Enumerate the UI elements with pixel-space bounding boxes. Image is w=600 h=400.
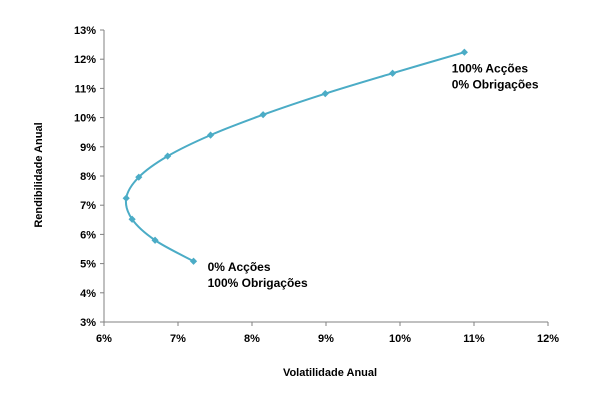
- x-tick-label: 6%: [96, 333, 112, 345]
- x-tick-labels: 6% 7% 8% 9% 10% 11% 12%: [96, 333, 559, 345]
- data-point: [128, 215, 136, 223]
- axes: [100, 29, 549, 326]
- y-tick-label: 9%: [80, 142, 96, 154]
- y-tick-label: 8%: [80, 171, 96, 183]
- y-tick-label: 3%: [80, 317, 96, 329]
- y-tick-label: 5%: [80, 259, 96, 271]
- annotation-line: 100% Obrigações: [208, 276, 308, 290]
- data-point: [389, 69, 397, 77]
- y-tick-label: 11%: [75, 83, 97, 95]
- data-point: [321, 90, 329, 98]
- x-tick-label: 11%: [463, 333, 485, 345]
- y-tick-label: 10%: [74, 113, 96, 125]
- x-tick-label: 9%: [318, 333, 334, 345]
- x-axis-title: Volatilidade Anual: [283, 367, 377, 379]
- y-axis-title: Rendibilidade Anual: [33, 122, 45, 227]
- series-line: [124, 51, 465, 263]
- data-point: [460, 48, 468, 56]
- frontier-curve: [124, 51, 465, 263]
- data-point: [259, 111, 267, 119]
- x-tick-label: 12%: [537, 333, 559, 345]
- y-tick-label: 7%: [80, 200, 96, 212]
- y-tick-label: 6%: [80, 229, 96, 241]
- data-point: [122, 194, 130, 202]
- data-point: [151, 236, 159, 244]
- data-point: [135, 173, 143, 181]
- y-tick-label: 12%: [74, 54, 96, 66]
- y-tick-label: 13%: [74, 25, 96, 37]
- y-tick-label: 4%: [80, 288, 96, 300]
- annotation-line: 100% Acções: [452, 61, 529, 75]
- data-point: [189, 257, 198, 265]
- annotation-line: 0% Obrigações: [452, 77, 539, 91]
- annotations: 100% Acções 0% Obrigações 0% Acções 100% Ob…: [208, 61, 539, 290]
- x-tick-label: 7%: [170, 333, 186, 345]
- data-point: [164, 152, 172, 160]
- data-points: [122, 48, 468, 265]
- y-tick-labels: 3% 4% 5% 6% 7% 8% 9% 10% 11% 12% 13%: [74, 25, 96, 329]
- data-point: [206, 131, 215, 139]
- annotation-line: 0% Acções: [208, 260, 271, 274]
- x-tick-label: 10%: [389, 333, 411, 345]
- x-tick-label: 8%: [244, 333, 260, 345]
